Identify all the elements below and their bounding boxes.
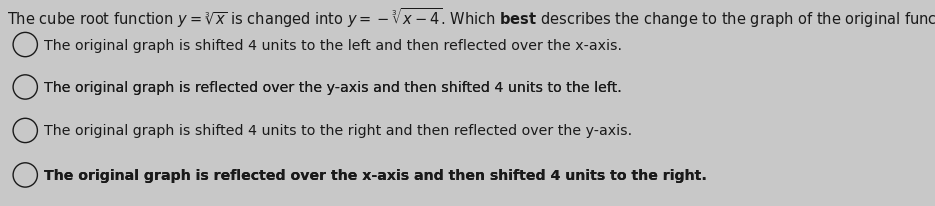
Text: The original graph is shifted 4 units to the right and then reflected over the y: The original graph is shifted 4 units to… [44, 124, 632, 138]
Text: The original graph is reflected over the y-axis and then shifted 4 units to the : The original graph is reflected over the… [44, 81, 622, 95]
Text: The original graph is reflected over the x-axis and then shifted 4 units to the : The original graph is reflected over the… [44, 168, 707, 182]
Text: The original graph is reflected over the y-axis and then shifted 4 units to the : The original graph is reflected over the… [44, 81, 622, 95]
Text: The original graph is reflected over the x-axis and then shifted 4 units to the : The original graph is reflected over the… [44, 168, 707, 182]
Text: The original graph is shifted 4 units to the left and then reflected over the x-: The original graph is shifted 4 units to… [44, 38, 622, 52]
Text: The cube root function $y=\sqrt[3]{x}$ is changed into $y=-\sqrt[3]{x-4}$. Which: The cube root function $y=\sqrt[3]{x}$ i… [7, 6, 935, 30]
